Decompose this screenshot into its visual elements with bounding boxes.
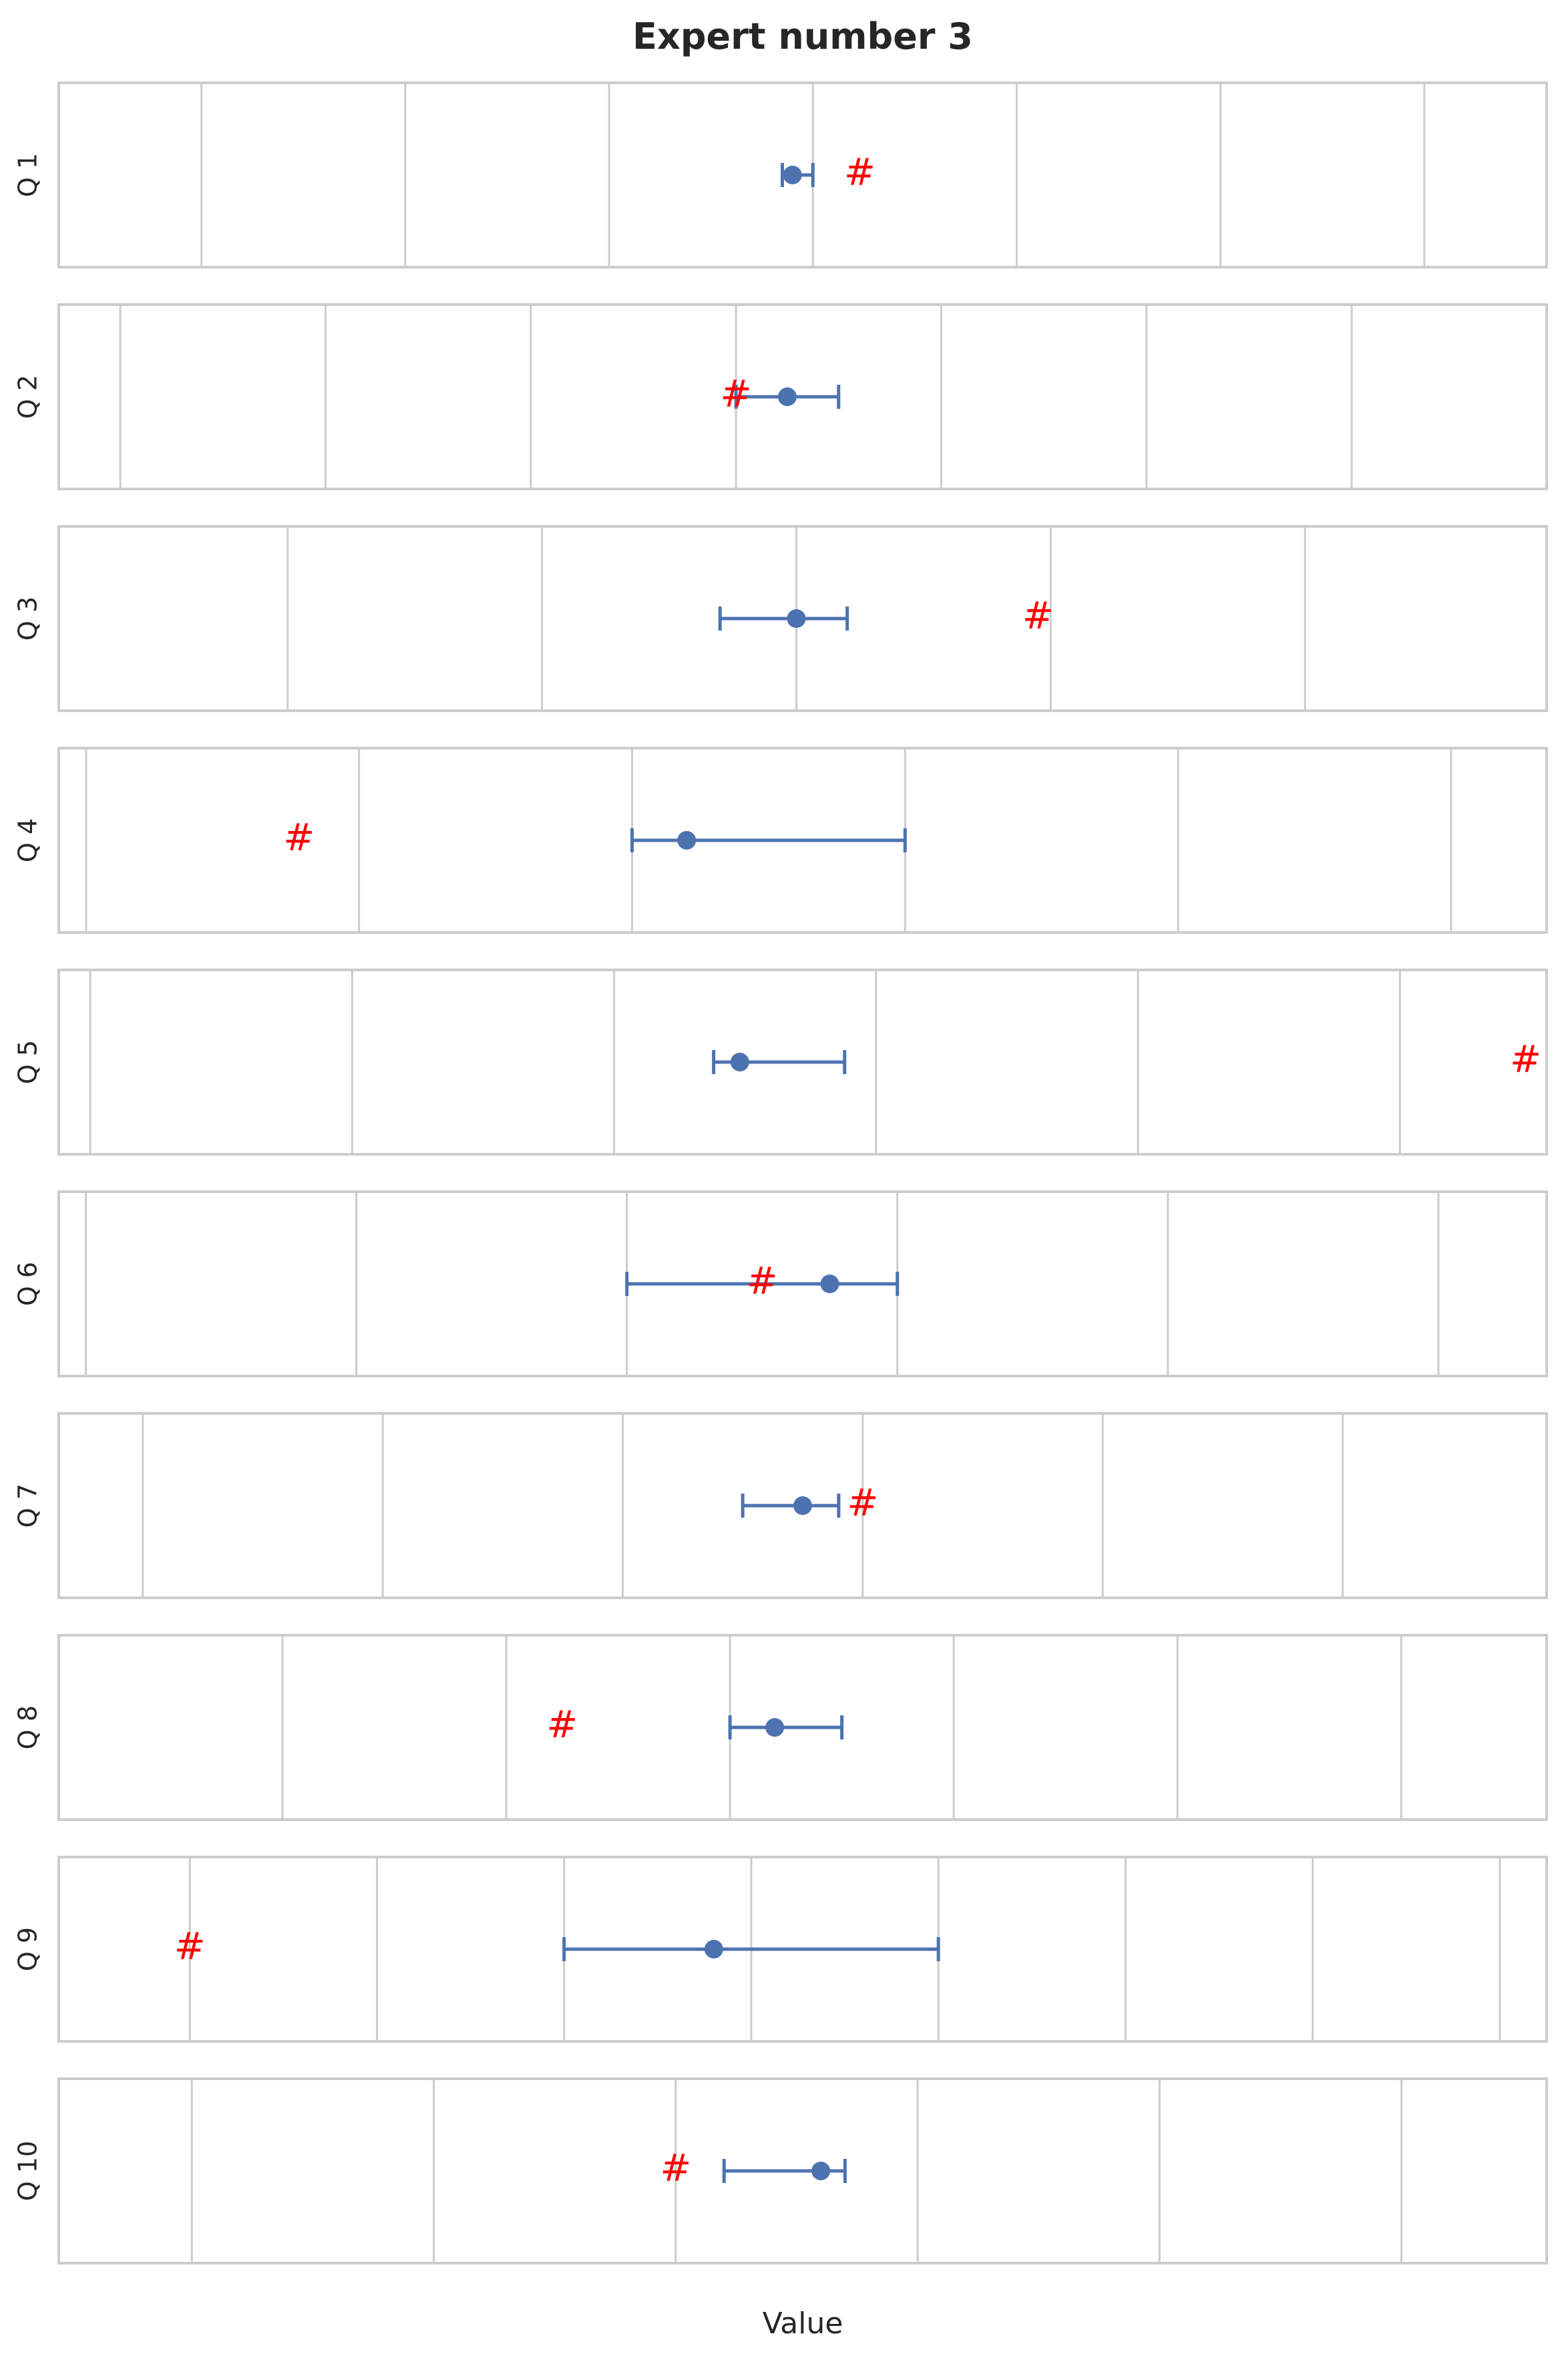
panel-frame bbox=[57, 525, 1548, 712]
true-value-marker: # bbox=[283, 816, 315, 860]
estimate-point bbox=[783, 166, 802, 184]
panel-q6: Q 6 # bbox=[13, 1190, 1548, 1377]
panel-frame bbox=[57, 969, 1548, 1156]
estimate-point bbox=[677, 831, 697, 850]
panel-label: Q 10 bbox=[13, 2141, 43, 2201]
estimate-point bbox=[793, 1496, 812, 1515]
panel-frame bbox=[57, 747, 1548, 934]
panel-q1: Q 1 # bbox=[13, 81, 1548, 269]
panel-frame bbox=[57, 2077, 1548, 2264]
panel-frame bbox=[57, 303, 1548, 490]
true-value-marker: # bbox=[721, 373, 752, 416]
panel-q9: Q 9 # bbox=[13, 1856, 1548, 2043]
true-value-marker: # bbox=[844, 151, 875, 194]
panel-q4: Q 4 # bbox=[13, 747, 1548, 934]
panel-label: Q 3 bbox=[13, 597, 43, 641]
true-value-marker: # bbox=[660, 2147, 691, 2190]
panel-q10: Q 10 # bbox=[13, 2077, 1548, 2264]
true-value-marker: # bbox=[747, 1260, 778, 1303]
panel-frame bbox=[57, 1190, 1548, 1377]
estimate-point bbox=[765, 1718, 785, 1737]
estimate-point bbox=[730, 1053, 749, 1071]
panel-label: Q 8 bbox=[13, 1705, 43, 1749]
panel-label: Q 6 bbox=[13, 1262, 43, 1306]
true-value-marker: # bbox=[174, 1925, 206, 1969]
x-axis-label: Value bbox=[763, 2307, 843, 2341]
panel-q5: Q 5 # bbox=[13, 969, 1548, 1156]
panel-frame bbox=[57, 1412, 1548, 1599]
panel-label: Q 4 bbox=[13, 818, 43, 862]
panel-frame bbox=[57, 1634, 1548, 1821]
panel-frame bbox=[57, 81, 1548, 269]
true-value-marker: # bbox=[1510, 1038, 1541, 1081]
estimate-point bbox=[777, 387, 797, 406]
chart-title: Expert number 3 bbox=[632, 15, 973, 57]
panel-q7: Q 7 # bbox=[13, 1412, 1548, 1599]
panels-group: Q 1 #Q 2 #Q 3 #Q 4 #Q 5 #Q 6 #Q 7 #Q 8 #Q 9 #Q 10… bbox=[13, 81, 1548, 2264]
true-value-marker: # bbox=[847, 1482, 878, 1525]
panel-label: Q 1 bbox=[13, 153, 43, 197]
panel-frame bbox=[57, 1856, 1548, 2043]
panel-label: Q 9 bbox=[13, 1927, 43, 1971]
panel-q3: Q 3 # bbox=[13, 525, 1548, 712]
estimate-point bbox=[787, 609, 806, 628]
true-value-marker: # bbox=[1022, 595, 1054, 638]
estimate-point bbox=[820, 1275, 839, 1293]
panel-label: Q 7 bbox=[13, 1484, 43, 1528]
estimate-point bbox=[704, 1940, 723, 1959]
panel-q2: Q 2 # bbox=[13, 303, 1548, 490]
panel-q8: Q 8 # bbox=[13, 1634, 1548, 1821]
true-value-marker: # bbox=[546, 1703, 578, 1747]
panel-label: Q 5 bbox=[13, 1040, 43, 1084]
panel-label: Q 2 bbox=[13, 375, 43, 419]
estimate-point bbox=[811, 2162, 831, 2180]
